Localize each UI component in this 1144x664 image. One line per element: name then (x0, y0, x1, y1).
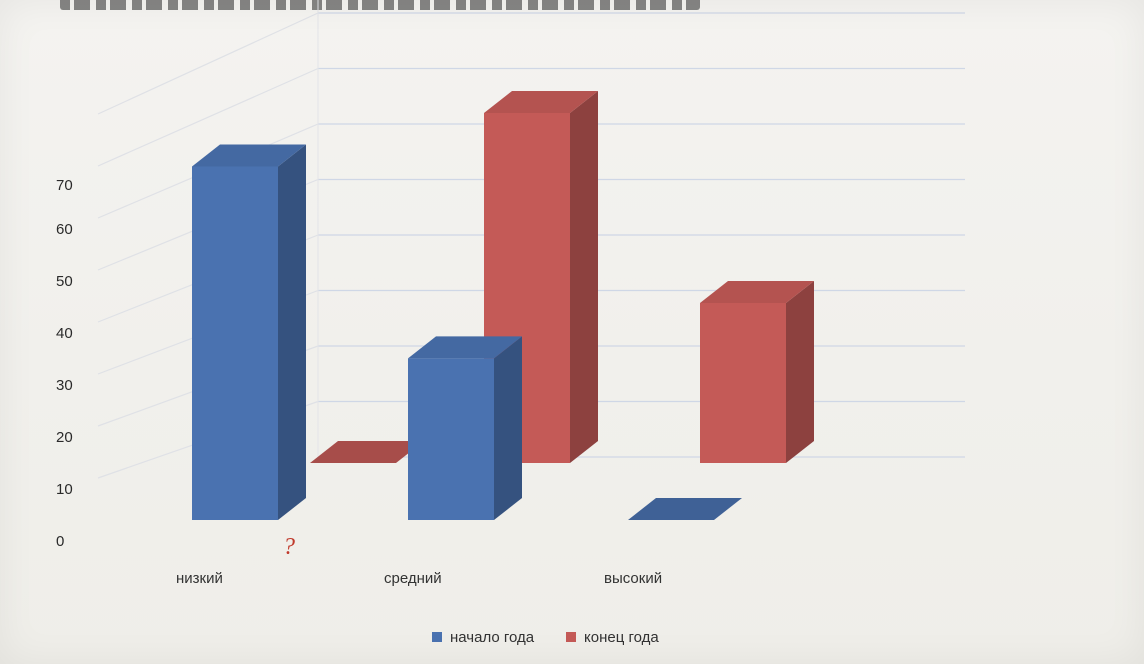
legend-label-start-of-year: начало года (450, 629, 535, 646)
bar-start-of-year-front (192, 166, 278, 520)
bar-start-of-year (408, 336, 522, 520)
bar-start-of-year (628, 498, 742, 520)
y-tick-label: 70 (56, 177, 73, 194)
bar-end-of-year (310, 441, 424, 463)
y-tick-label: 50 (56, 273, 73, 290)
bar-end-of-year (484, 91, 598, 463)
legend-swatch-end-of-year (566, 632, 576, 642)
bar-end-of-year-front (700, 303, 786, 463)
y-tick-label: 20 (56, 429, 73, 446)
bar-start-of-year-flat (628, 498, 742, 520)
bars (192, 91, 814, 520)
y-tick-label: 10 (56, 481, 73, 498)
bar-end-of-year-side (786, 281, 814, 463)
bar-end-of-year (700, 281, 814, 463)
category-label: низкий (176, 570, 223, 587)
y-tick-label: 0 (56, 533, 64, 550)
bar-start-of-year-side (278, 144, 306, 520)
y-tick-label: 60 (56, 221, 73, 238)
cropped-heading-text (60, 0, 700, 10)
bar-start-of-year-top (408, 336, 522, 359)
legend-swatch-start-of-year (432, 632, 442, 642)
bar-start-of-year-side (494, 336, 522, 520)
bar-start-of-year-top (192, 144, 306, 167)
category-label: средний (384, 570, 442, 587)
bar-start-of-year (192, 144, 306, 520)
y-tick-label: 30 (56, 377, 73, 394)
category-label: высокий (604, 570, 662, 587)
bar-end-of-year-flat (310, 441, 424, 463)
handwritten-question-mark: ? (283, 534, 295, 560)
bar-end-of-year-side (570, 91, 598, 463)
y-axis-ticks: 0 10 20 30 40 50 60 70 (56, 177, 73, 550)
bar-end-of-year-top (484, 91, 598, 113)
bar-end-of-year-top (700, 281, 814, 303)
category-labels: низкий средний высокий (176, 570, 662, 587)
gridline-side (97, 12, 319, 115)
gridline-side (97, 67, 319, 167)
bar-start-of-year-front (408, 358, 494, 520)
legend-label-end-of-year: конец года (584, 629, 659, 646)
legend: начало года конец года (432, 629, 659, 646)
y-tick-label: 40 (56, 325, 73, 342)
